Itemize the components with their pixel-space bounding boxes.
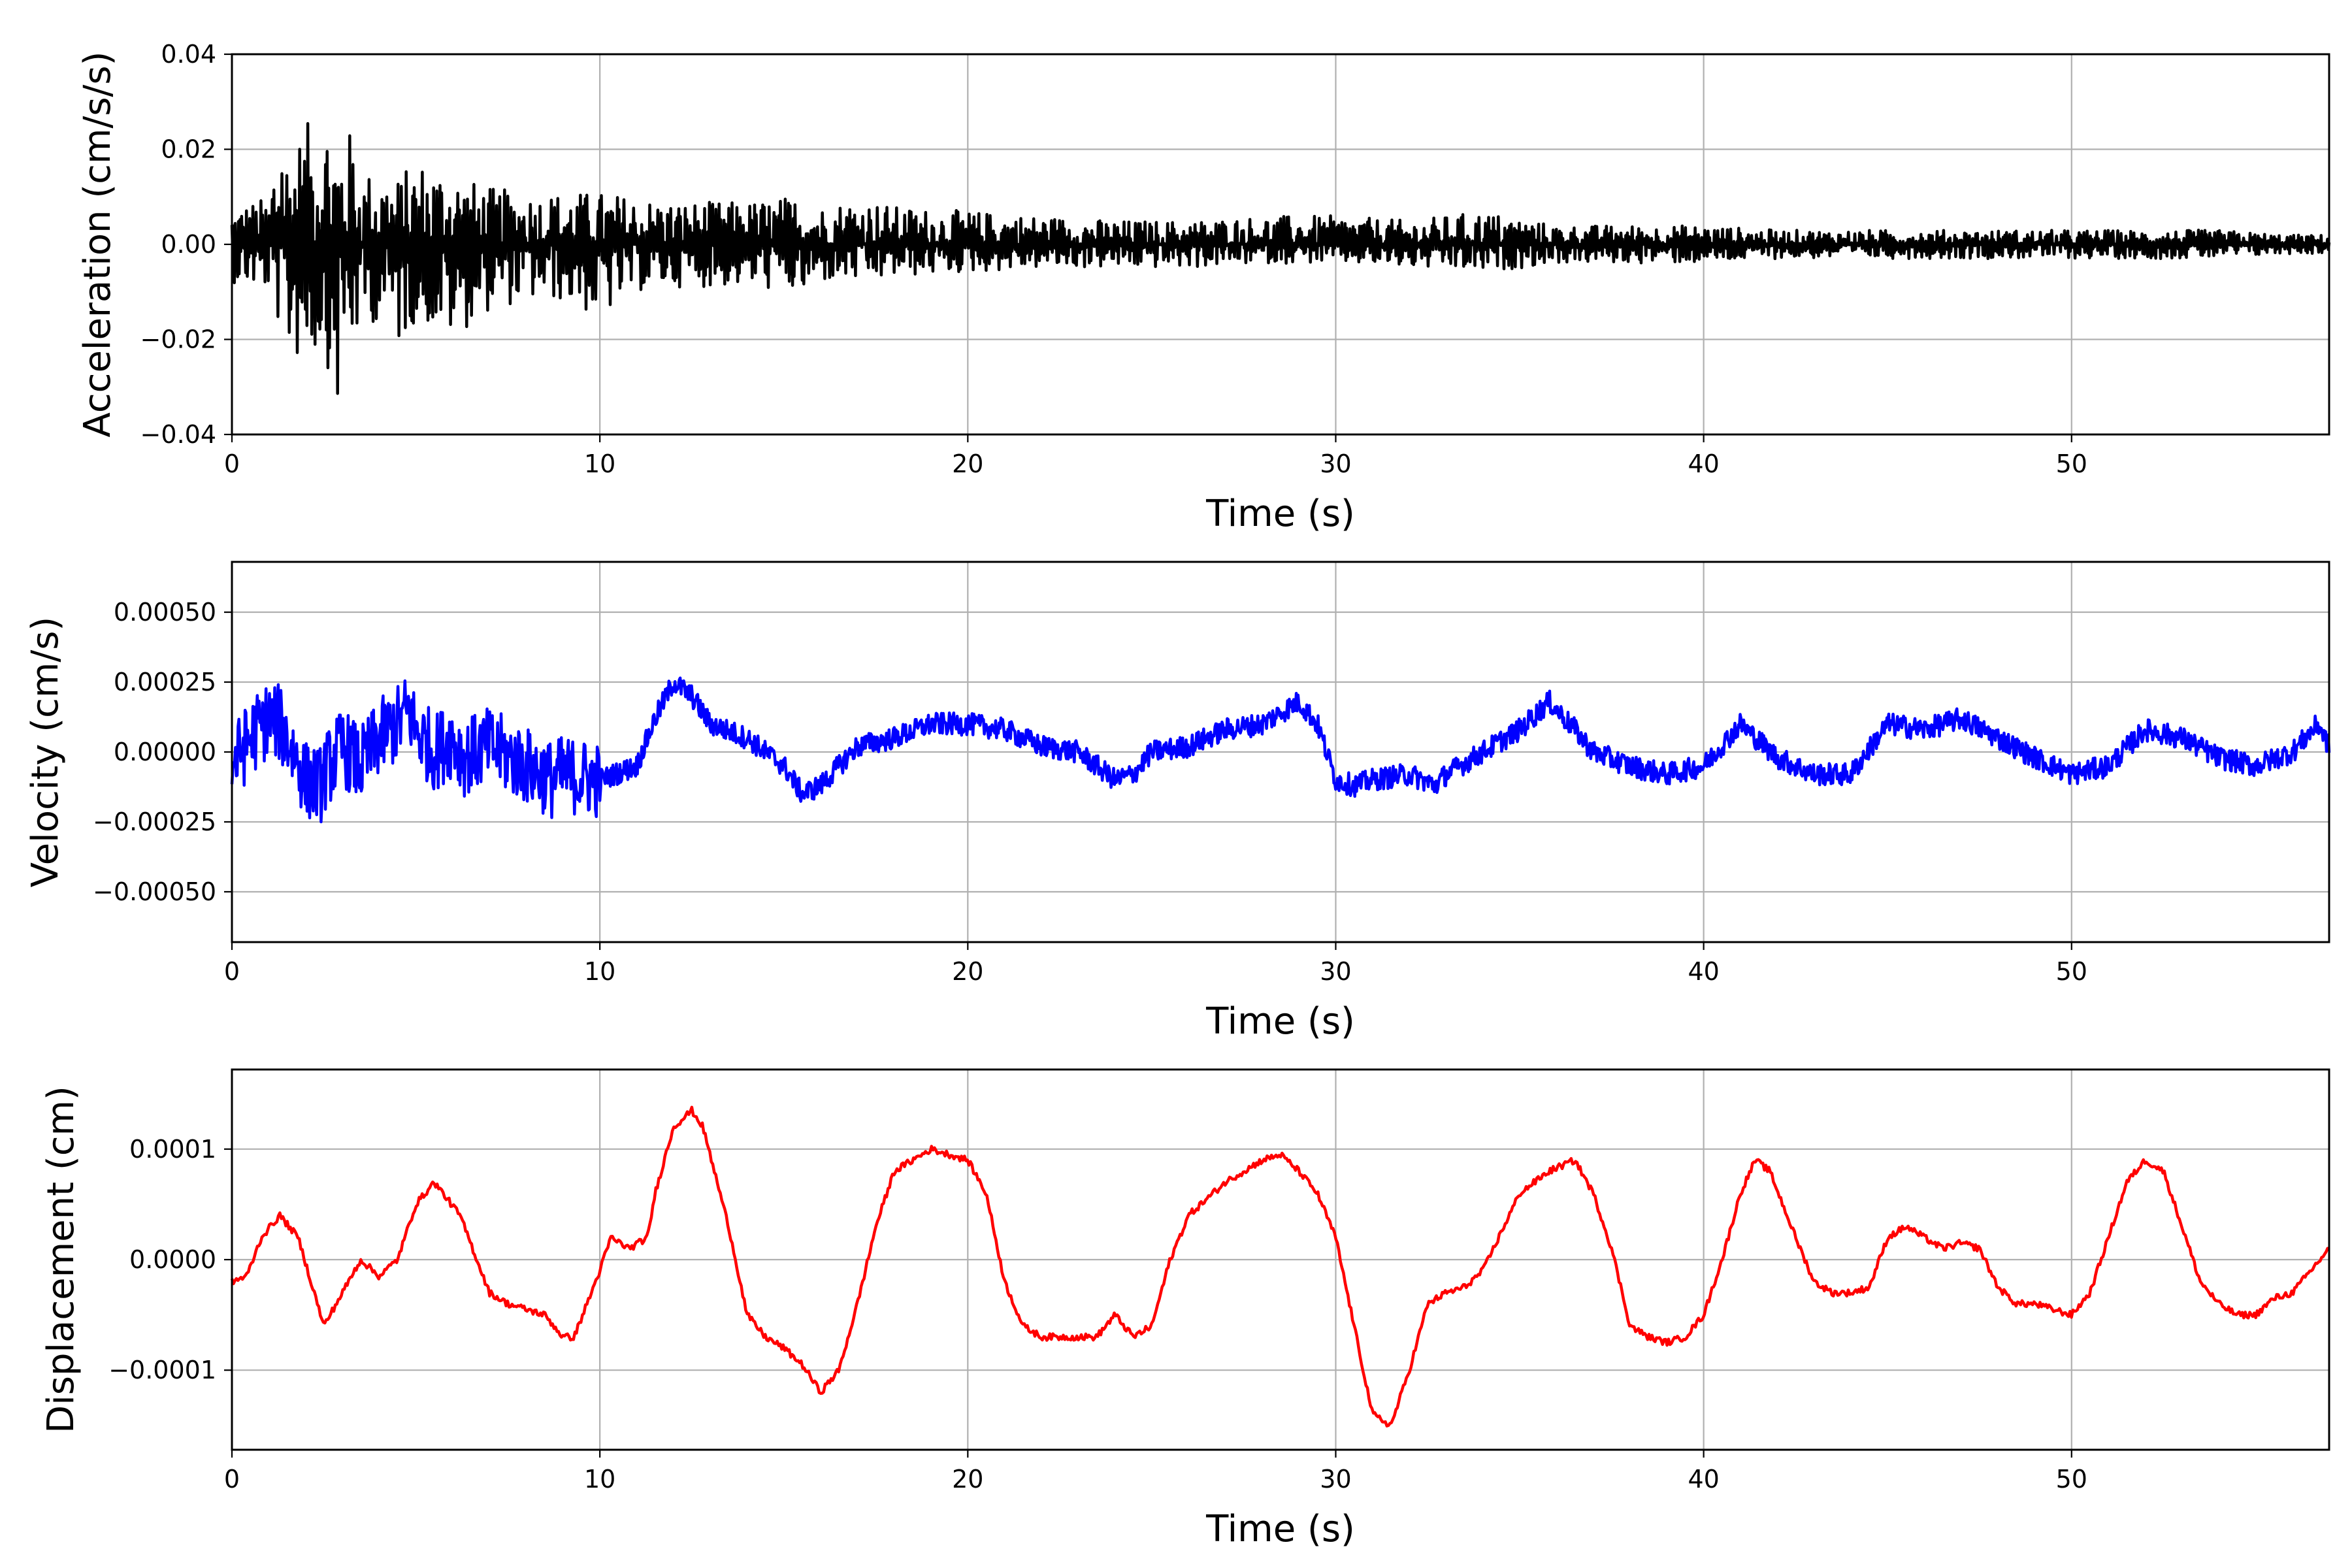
- y-tick-label: 0.04: [161, 40, 216, 69]
- acceleration-panel: 0 10 20 30 40 50 −0.04 −0.02 0.00 0.02 0.04 Time (s…: [76, 40, 2331, 535]
- y-tick-label: 0.00025: [114, 668, 216, 696]
- x-tick-label: 50: [2056, 957, 2087, 986]
- x-tick-label: 30: [1320, 449, 1351, 478]
- y-tick-label: 0.00050: [114, 598, 216, 627]
- y-tick-label: −0.0001: [108, 1356, 216, 1384]
- x-tick-label: 10: [584, 957, 615, 986]
- y-axis-label: Acceleration (cm/s/s): [76, 52, 119, 438]
- x-tick-label: 20: [952, 1465, 983, 1494]
- y-tick-label: 0.0000: [129, 1245, 216, 1274]
- x-tick-label: 0: [224, 1465, 240, 1494]
- y-tick-label: 0.00000: [114, 738, 216, 766]
- x-tick-label: 30: [1320, 1465, 1351, 1494]
- x-tick-label: 10: [584, 1465, 615, 1494]
- y-axis-label: Velocity (cm/s): [24, 617, 67, 888]
- velocity-trace: [230, 676, 2331, 824]
- x-tick-label: 20: [952, 957, 983, 986]
- y-axis-label: Displacement (cm): [40, 1086, 82, 1433]
- x-axis-label: Time (s): [1205, 1000, 1355, 1043]
- x-tick-label: 10: [584, 449, 615, 478]
- y-tick-label: −0.00050: [93, 877, 216, 906]
- x-tick-label: 40: [1688, 449, 1719, 478]
- y-tick-label: 0.02: [161, 135, 216, 164]
- displacement-trace: [230, 1105, 2330, 1428]
- x-tick-label: 40: [1688, 1465, 1719, 1494]
- y-tick-label: 0.00: [161, 230, 216, 259]
- x-tick-label: 0: [224, 957, 240, 986]
- y-tick-label: −0.04: [140, 420, 216, 449]
- acceleration-trace: [230, 122, 2331, 395]
- velocity-panel: 0 10 20 30 40 50 −0.00050 −0.00025 0.00000 0.0002…: [24, 561, 2331, 1043]
- y-tick-label: 0.0001: [129, 1135, 216, 1164]
- x-tick-label: 30: [1320, 957, 1351, 986]
- y-tick-label: −0.00025: [93, 808, 216, 836]
- x-axis-label: Time (s): [1205, 493, 1355, 535]
- x-axis-label: Time (s): [1205, 1508, 1355, 1550]
- y-tick-label: −0.02: [140, 325, 216, 354]
- displacement-panel: 0 10 20 30 40 50 −0.0001 0.0000 0.0001 Time (s) Di…: [40, 1068, 2330, 1550]
- x-tick-label: 0: [224, 449, 240, 478]
- x-tick-label: 40: [1688, 957, 1719, 986]
- x-tick-label: 50: [2056, 449, 2087, 478]
- x-tick-label: 50: [2056, 1465, 2087, 1494]
- x-tick-label: 20: [952, 449, 983, 478]
